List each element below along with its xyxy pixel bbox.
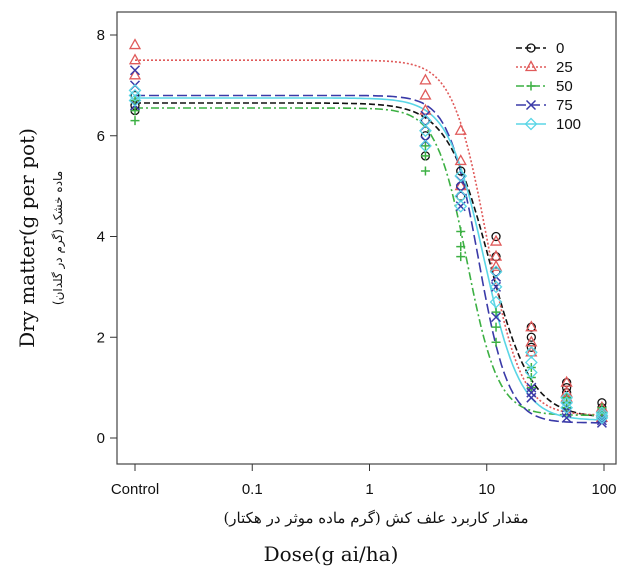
data-point-100 [489,295,503,309]
data-point-50 [420,151,430,161]
legend-marker-50 [526,81,536,91]
data-point-75 [526,392,537,403]
data-point-75 [526,387,537,398]
series-curve-100 [135,97,605,421]
data-point-50 [130,106,140,116]
legend-label-75: 75 [556,97,573,114]
data-point-50 [420,166,430,176]
data-point-50 [491,307,501,317]
x-axis-label-secondary: مقدار کاربرد علف کش (گرم ماده موثر در هک… [223,509,528,527]
plot-frame [116,11,617,465]
data-point-100 [595,408,609,422]
series-curve-75 [135,94,604,424]
data-point-100 [560,391,574,405]
x-tick-label: 0.1 [242,481,263,498]
data-point-50 [491,337,501,347]
data-point-100 [419,139,432,153]
data-point-100 [419,114,432,128]
legend-label-25: 25 [556,59,573,76]
data-point-100 [489,280,503,294]
data-point-100 [454,189,468,203]
data-point-75 [129,65,141,76]
data-point-100 [128,94,142,107]
legend-marker-0 [526,43,536,53]
data-point-0 [456,166,466,176]
data-point-100 [524,345,538,359]
x-tick-label: Control [111,481,159,498]
data-point-25 [454,179,467,191]
data-point-25 [454,123,467,135]
data-point-25 [489,234,503,246]
data-point-100 [595,411,609,425]
data-point-50 [456,252,466,262]
data-point-100 [454,199,468,213]
data-point-75 [491,312,502,323]
legend-label-0: 0 [556,40,564,57]
data-point-50 [491,322,501,332]
data-point-25 [454,154,467,166]
data-point-25 [128,68,142,80]
data-point-100 [524,366,538,379]
x-axis-label: Dose(g ai/ha) [264,542,399,566]
data-point-100 [560,396,574,410]
data-point-25 [128,53,142,65]
data-point-0 [526,342,536,352]
data-point-100 [524,356,538,369]
x-tick-label: 10 [478,481,495,498]
legend-label-50: 50 [556,78,573,95]
data-point-25 [128,38,142,50]
series-curve-25 [135,59,605,416]
y-tick-label: 2 [97,329,105,346]
y-tick-label: 8 [97,27,105,44]
data-point-0 [491,231,501,242]
x-tick-label: 1 [365,481,373,498]
data-point-0 [526,332,536,342]
legend-marker-75 [525,99,537,111]
data-point-25 [525,345,538,357]
data-point-25 [419,103,432,115]
data-point-100 [128,83,142,97]
data-point-50 [130,116,140,126]
data-points [128,38,609,428]
data-point-50 [420,141,430,151]
legend-label-100: 100 [556,116,581,133]
fitted-curves [135,59,605,424]
data-point-50 [456,226,466,236]
data-point-100 [128,89,142,102]
legend-marker-100 [524,117,538,131]
data-point-100 [419,124,432,138]
data-point-50 [456,242,466,252]
data-point-100 [595,406,609,420]
legend-marker-25 [524,60,538,72]
y-tick-label: 6 [97,128,105,145]
x-tick-label: 100 [591,481,616,498]
y-tick-label: 0 [97,430,105,447]
data-point-25 [525,320,538,332]
data-point-25 [419,73,432,85]
data-point-100 [489,265,503,279]
y-tick-label: 4 [97,229,105,246]
data-point-25 [489,259,503,271]
data-point-100 [560,401,574,415]
legend: 0 25 50 75 100 [516,40,581,133]
x-axis: Control 0.1 1 10 100 [111,464,617,498]
series-curve-0 [135,102,605,418]
y-axis-label-secondary: ماده خشک (گرم در گلدان) [51,171,66,305]
y-axis: 0 2 4 6 8 [97,27,117,447]
data-point-100 [454,169,468,183]
y-axis-label: Dry matter(g per pot) [15,128,39,348]
data-point-25 [419,88,432,100]
